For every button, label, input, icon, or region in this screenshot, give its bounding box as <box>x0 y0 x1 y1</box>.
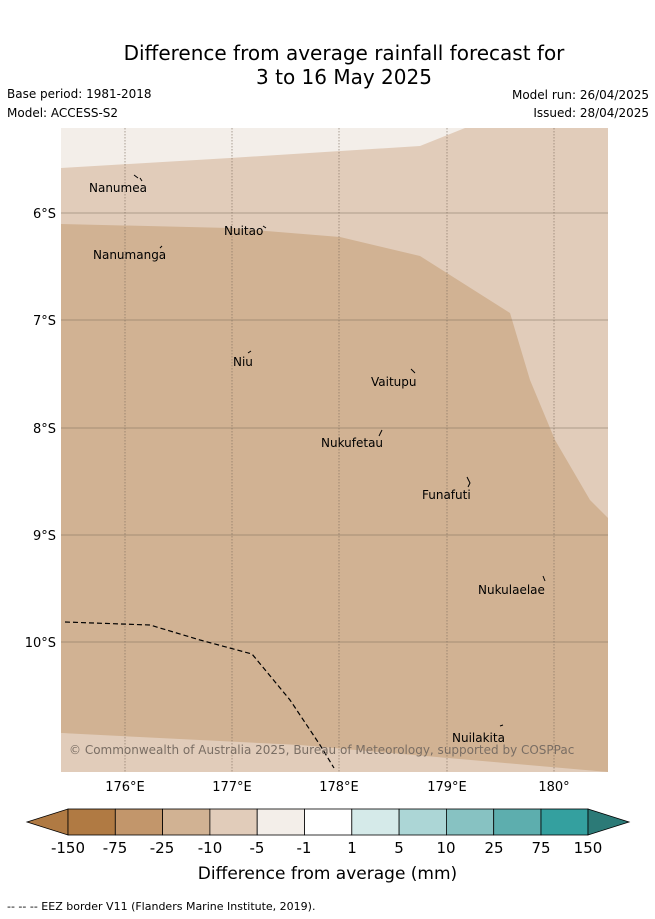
model-run: Model run: 26/04/2025 <box>511 88 649 102</box>
lat-label-7s: 7°S <box>33 314 56 329</box>
colorbar-bin-6 <box>304 808 353 836</box>
colorbar-bin-5 <box>256 808 305 836</box>
island-funafuti <box>466 476 471 488</box>
lon-label-178e: 178°E <box>319 780 359 795</box>
label-funafuti: Funafuti <box>422 488 471 502</box>
colorbar-high-extension <box>587 808 631 836</box>
cb-tick-4: -10 <box>197 839 223 857</box>
colorbar-bin-7 <box>351 808 400 836</box>
lon-label-177e: 177°E <box>212 780 252 795</box>
label-nukulaelae: Nukulaelae <box>478 583 545 597</box>
island-niu <box>247 350 252 354</box>
issued-date: Issued: 28/04/2025 <box>533 106 649 120</box>
label-vaitupu: Vaitupu <box>371 375 417 389</box>
island-nukufetau <box>378 429 383 437</box>
eez-border <box>64 621 335 769</box>
cb-tick-1: -150 <box>50 839 86 857</box>
colorbar-bin-3 <box>162 808 211 836</box>
cb-tick-10: 25 <box>484 839 504 857</box>
label-nuilakita: Nuilakita <box>452 731 505 745</box>
cb-tick-5: -5 <box>249 839 265 857</box>
lon-label-179e: 179°E <box>427 780 467 795</box>
island-nukulaelae <box>542 575 546 582</box>
title-line-2: 3 to 16 May 2025 <box>256 65 432 89</box>
copyright-notice: © Commonwealth of Australia 2025, Bureau… <box>69 743 574 757</box>
colorbar-bin-2 <box>114 808 164 836</box>
lat-label-10s: 10°S <box>25 636 56 651</box>
region-south-light <box>61 733 608 772</box>
cb-tick-8: 5 <box>394 839 404 857</box>
cb-tick-12: 150 <box>573 839 603 857</box>
lat-label-8s: 8°S <box>33 422 56 437</box>
island-nanumanga <box>159 245 163 249</box>
cb-tick-6: -1 <box>296 839 312 857</box>
islands <box>133 174 546 727</box>
base-period: Base period: 1981-2018 <box>7 87 152 101</box>
colorbar <box>25 808 631 836</box>
colorbar-bin-4 <box>209 808 258 836</box>
forecast-map <box>61 128 608 772</box>
label-nukufetau: Nukufetau <box>321 436 383 450</box>
label-nanumanga: Nanumanga <box>93 248 166 262</box>
colorbar-bin-8 <box>398 808 447 836</box>
label-nuitao: Nuitao <box>224 224 263 238</box>
island-nuitao <box>262 225 267 229</box>
eez-legend-note: -- -- -- EEZ border V11 (Flanders Marine… <box>7 900 316 913</box>
colorbar-title: Difference from average (mm) <box>197 864 458 884</box>
lon-label-180: 180° <box>538 780 569 795</box>
label-niu: Niu <box>233 355 253 369</box>
colorbar-bin-1 <box>67 808 116 836</box>
region-minus10-to-minus25 <box>61 224 608 772</box>
island-vaitupu <box>410 368 416 374</box>
colorbar-bin-10 <box>493 808 542 836</box>
island-nanumea <box>133 174 143 182</box>
cb-tick-7: 1 <box>347 839 357 857</box>
colorbar-low-extension <box>25 808 69 836</box>
lat-label-6s: 6°S <box>33 207 56 222</box>
label-nanumea: Nanumea <box>89 181 147 195</box>
island-nuilakita <box>499 724 504 727</box>
model-name: Model: ACCESS-S2 <box>7 106 119 120</box>
colorbar-bin-11 <box>540 808 589 836</box>
lat-label-9s: 9°S <box>33 529 56 544</box>
cb-tick-3: -25 <box>149 839 175 857</box>
cb-tick-2: -75 <box>102 839 128 857</box>
cb-tick-9: 10 <box>436 839 456 857</box>
cb-tick-11: 75 <box>531 839 551 857</box>
lon-label-176e: 176°E <box>105 780 145 795</box>
title-line-1: Difference from average rainfall forecas… <box>123 41 565 65</box>
graticule <box>61 128 608 772</box>
colorbar-bin-9 <box>445 808 495 836</box>
